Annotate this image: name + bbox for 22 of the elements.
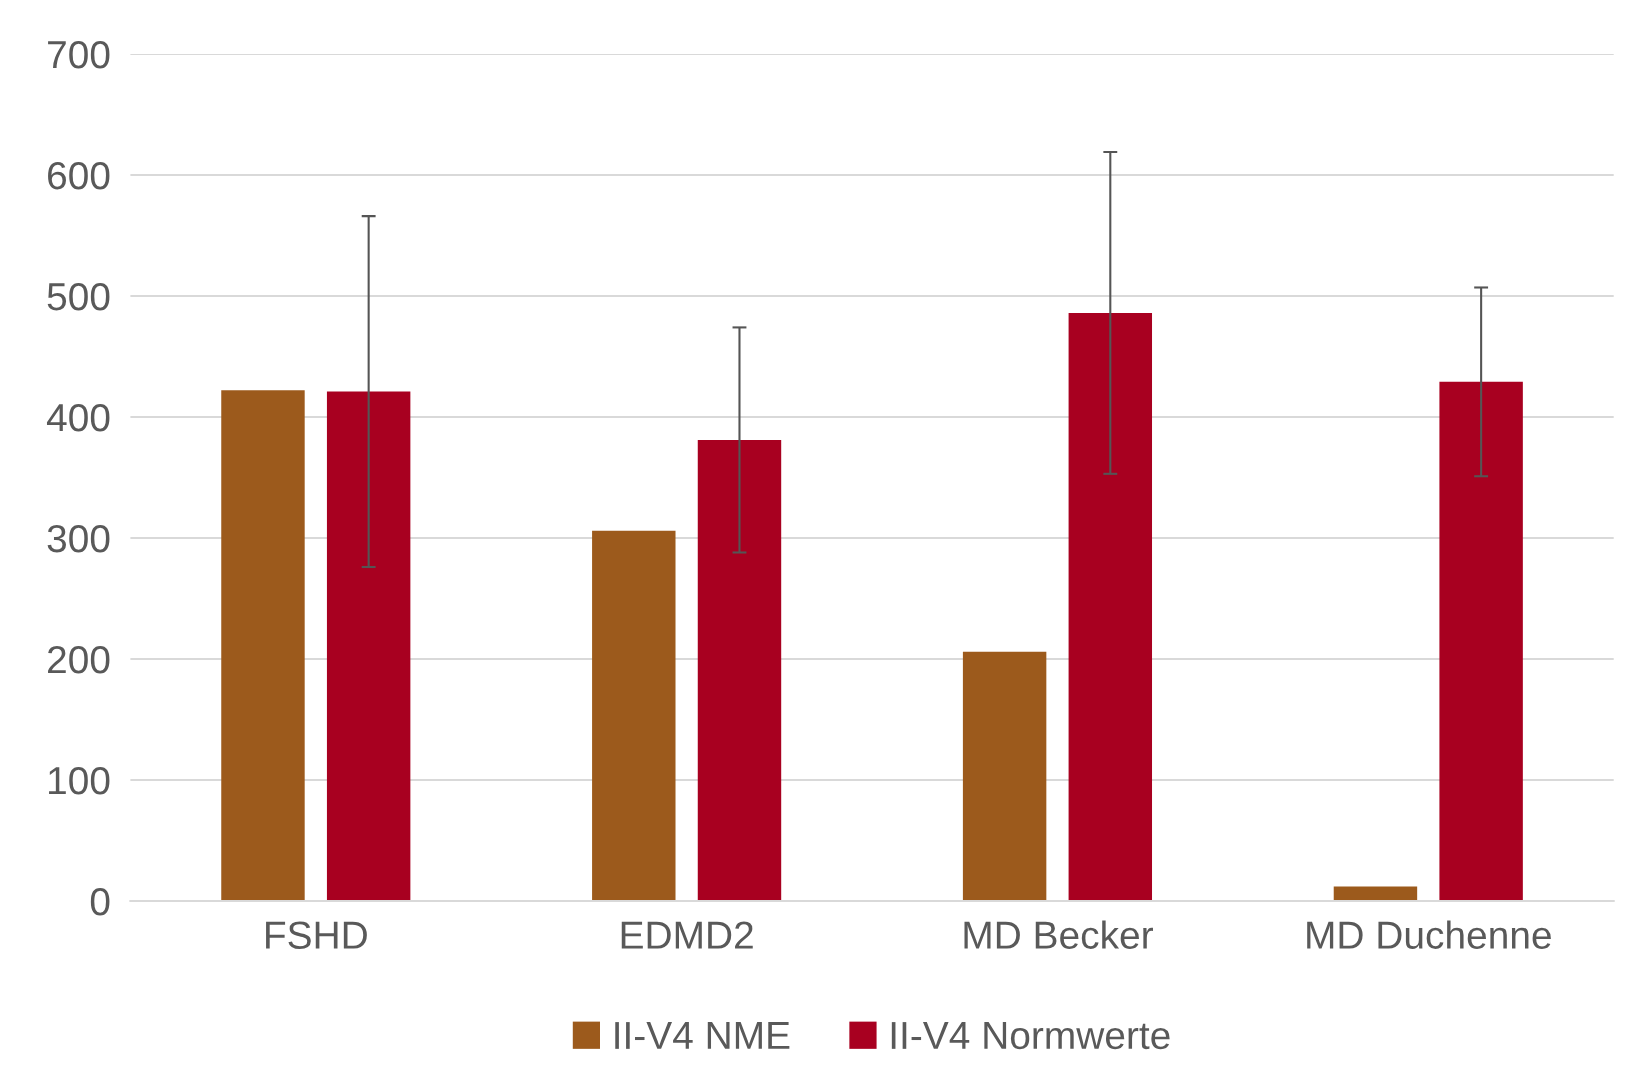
bar bbox=[1439, 381, 1523, 901]
y-tick-label: 0 bbox=[90, 887, 110, 916]
y-tick-label: 500 bbox=[47, 282, 110, 311]
y-tick-label: 700 bbox=[48, 40, 110, 69]
y-tick-label: 100 bbox=[49, 766, 110, 795]
bar bbox=[962, 651, 1047, 901]
bar bbox=[697, 439, 782, 901]
bar bbox=[221, 390, 305, 901]
y-tick-label: 200 bbox=[48, 645, 110, 674]
x-tick-label: EDMD2 bbox=[621, 921, 753, 949]
legend-label: II-V4 NME bbox=[615, 1022, 790, 1049]
y-tick-label: 300 bbox=[47, 524, 110, 553]
y-tick-label: 400 bbox=[46, 403, 110, 432]
bar bbox=[592, 530, 676, 901]
bar bbox=[326, 391, 411, 901]
x-tick-label: FSHD bbox=[266, 921, 367, 949]
x-tick-label: MD Becker bbox=[964, 920, 1153, 949]
bar bbox=[1068, 312, 1153, 901]
legend-label: II-V4 Normwerte bbox=[891, 1022, 1170, 1050]
y-tick-label: 600 bbox=[48, 161, 110, 190]
bar bbox=[1333, 886, 1418, 901]
x-tick-label: MD Duchenne bbox=[1307, 920, 1551, 949]
